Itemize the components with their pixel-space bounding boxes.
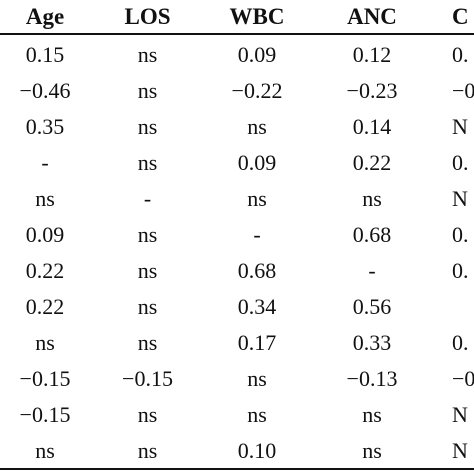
table-cell: 0.09 [25,222,65,247]
table-cell: −0.22 [231,78,283,103]
table-cell: - [143,186,152,211]
header-wbc: WBC [229,4,285,29]
table-cell: - [368,258,376,283]
table-cell: ns [137,114,158,139]
header-los: LOS [124,4,171,29]
table-cell: ns [35,186,55,211]
table-row: −0.15 ns ns ns N [0,397,474,433]
table-cell: 0.09 [237,150,277,175]
table-row: - ns 0.09 0.22 0. [0,145,474,181]
table-cell: 0. [452,258,469,283]
table-row: ns ns 0.17 0.33 0. [0,325,474,361]
table-cell: 0.15 [25,42,65,67]
bottom-rule [0,468,474,470]
table-cell: ns [35,330,55,355]
table-cell: −0 [452,78,474,103]
table-cell: ns [362,438,382,463]
table-cell: ns [137,150,158,175]
table-cell: 0.22 [352,150,392,175]
header-c: C [452,4,469,29]
table-cell: 0.12 [352,42,392,67]
table-cell: ns [247,186,267,211]
table-cell: N [452,438,468,463]
table-cell: −0.15 [19,366,71,391]
table-cell: ns [247,402,267,427]
table-cell: ns [137,258,158,283]
table-cell: 0.14 [352,114,392,139]
table-cell: ns [137,402,158,427]
table-row: 0.22 ns 0.34 0.56 [0,289,474,325]
table-cell: 0.68 [352,222,392,247]
table-cell: 0.17 [237,330,277,355]
table-row: ns - ns ns N [0,181,474,217]
table-row: 0.09 ns - 0.68 0. [0,217,474,253]
table-cell: −0.23 [346,78,398,103]
table-cell: 0.09 [237,42,277,67]
table-cell: 0.68 [237,258,277,283]
table-cell: −0.13 [346,366,398,391]
table-cell: 0.56 [352,294,392,319]
table-cell: 0.35 [25,114,65,139]
table-cell: 0.34 [237,294,277,319]
table-cell: ns [137,222,158,247]
header-row: Age LOS WBC ANC C [0,0,474,34]
table-cell: 0. [452,330,469,355]
table-cell: 0.22 [25,294,65,319]
table-cell: ns [137,438,158,463]
top-rule [0,33,474,35]
table-cell: 0.33 [352,330,392,355]
table-cell: N [452,402,468,427]
table-cell: ns [247,114,267,139]
table-row: 0.22 ns 0.68 - 0. [0,253,474,289]
table-cell: ns [362,402,382,427]
table-cell: 0. [452,222,469,247]
table-cell: ns [137,330,158,355]
table-cell: ns [137,42,158,67]
table-cell: ns [35,438,55,463]
table-row: ns ns 0.10 ns N [0,433,474,469]
table-cell: ns [247,366,267,391]
table-cell: 0.10 [237,438,277,463]
table-cell: ns [137,294,158,319]
table-row: 0.15 ns 0.09 0.12 0. [0,37,474,73]
header-anc: ANC [347,4,397,29]
table-cell: 0. [452,42,469,67]
table-cell: N [452,114,468,139]
table-cell: −0.15 [19,402,71,427]
table-cell: 0. [452,150,469,175]
table-cell: 0.22 [25,258,65,283]
table-cell: −0 [452,366,474,391]
table-cell: ns [137,78,158,103]
table-cell: −0.15 [122,366,173,391]
table-cell: −0.46 [19,78,71,103]
table-cell: - [41,150,49,175]
table-row: −0.46 ns −0.22 −0.23 −0 [0,73,474,109]
table-cell: ns [362,186,382,211]
table-cell [452,289,474,325]
table-row: −0.15 −0.15 ns −0.13 −0 [0,361,474,397]
header-age: Age [25,4,65,29]
table-row: 0.35 ns ns 0.14 N [0,109,474,145]
table-cell: N [452,186,468,211]
table-cell: - [253,222,261,247]
